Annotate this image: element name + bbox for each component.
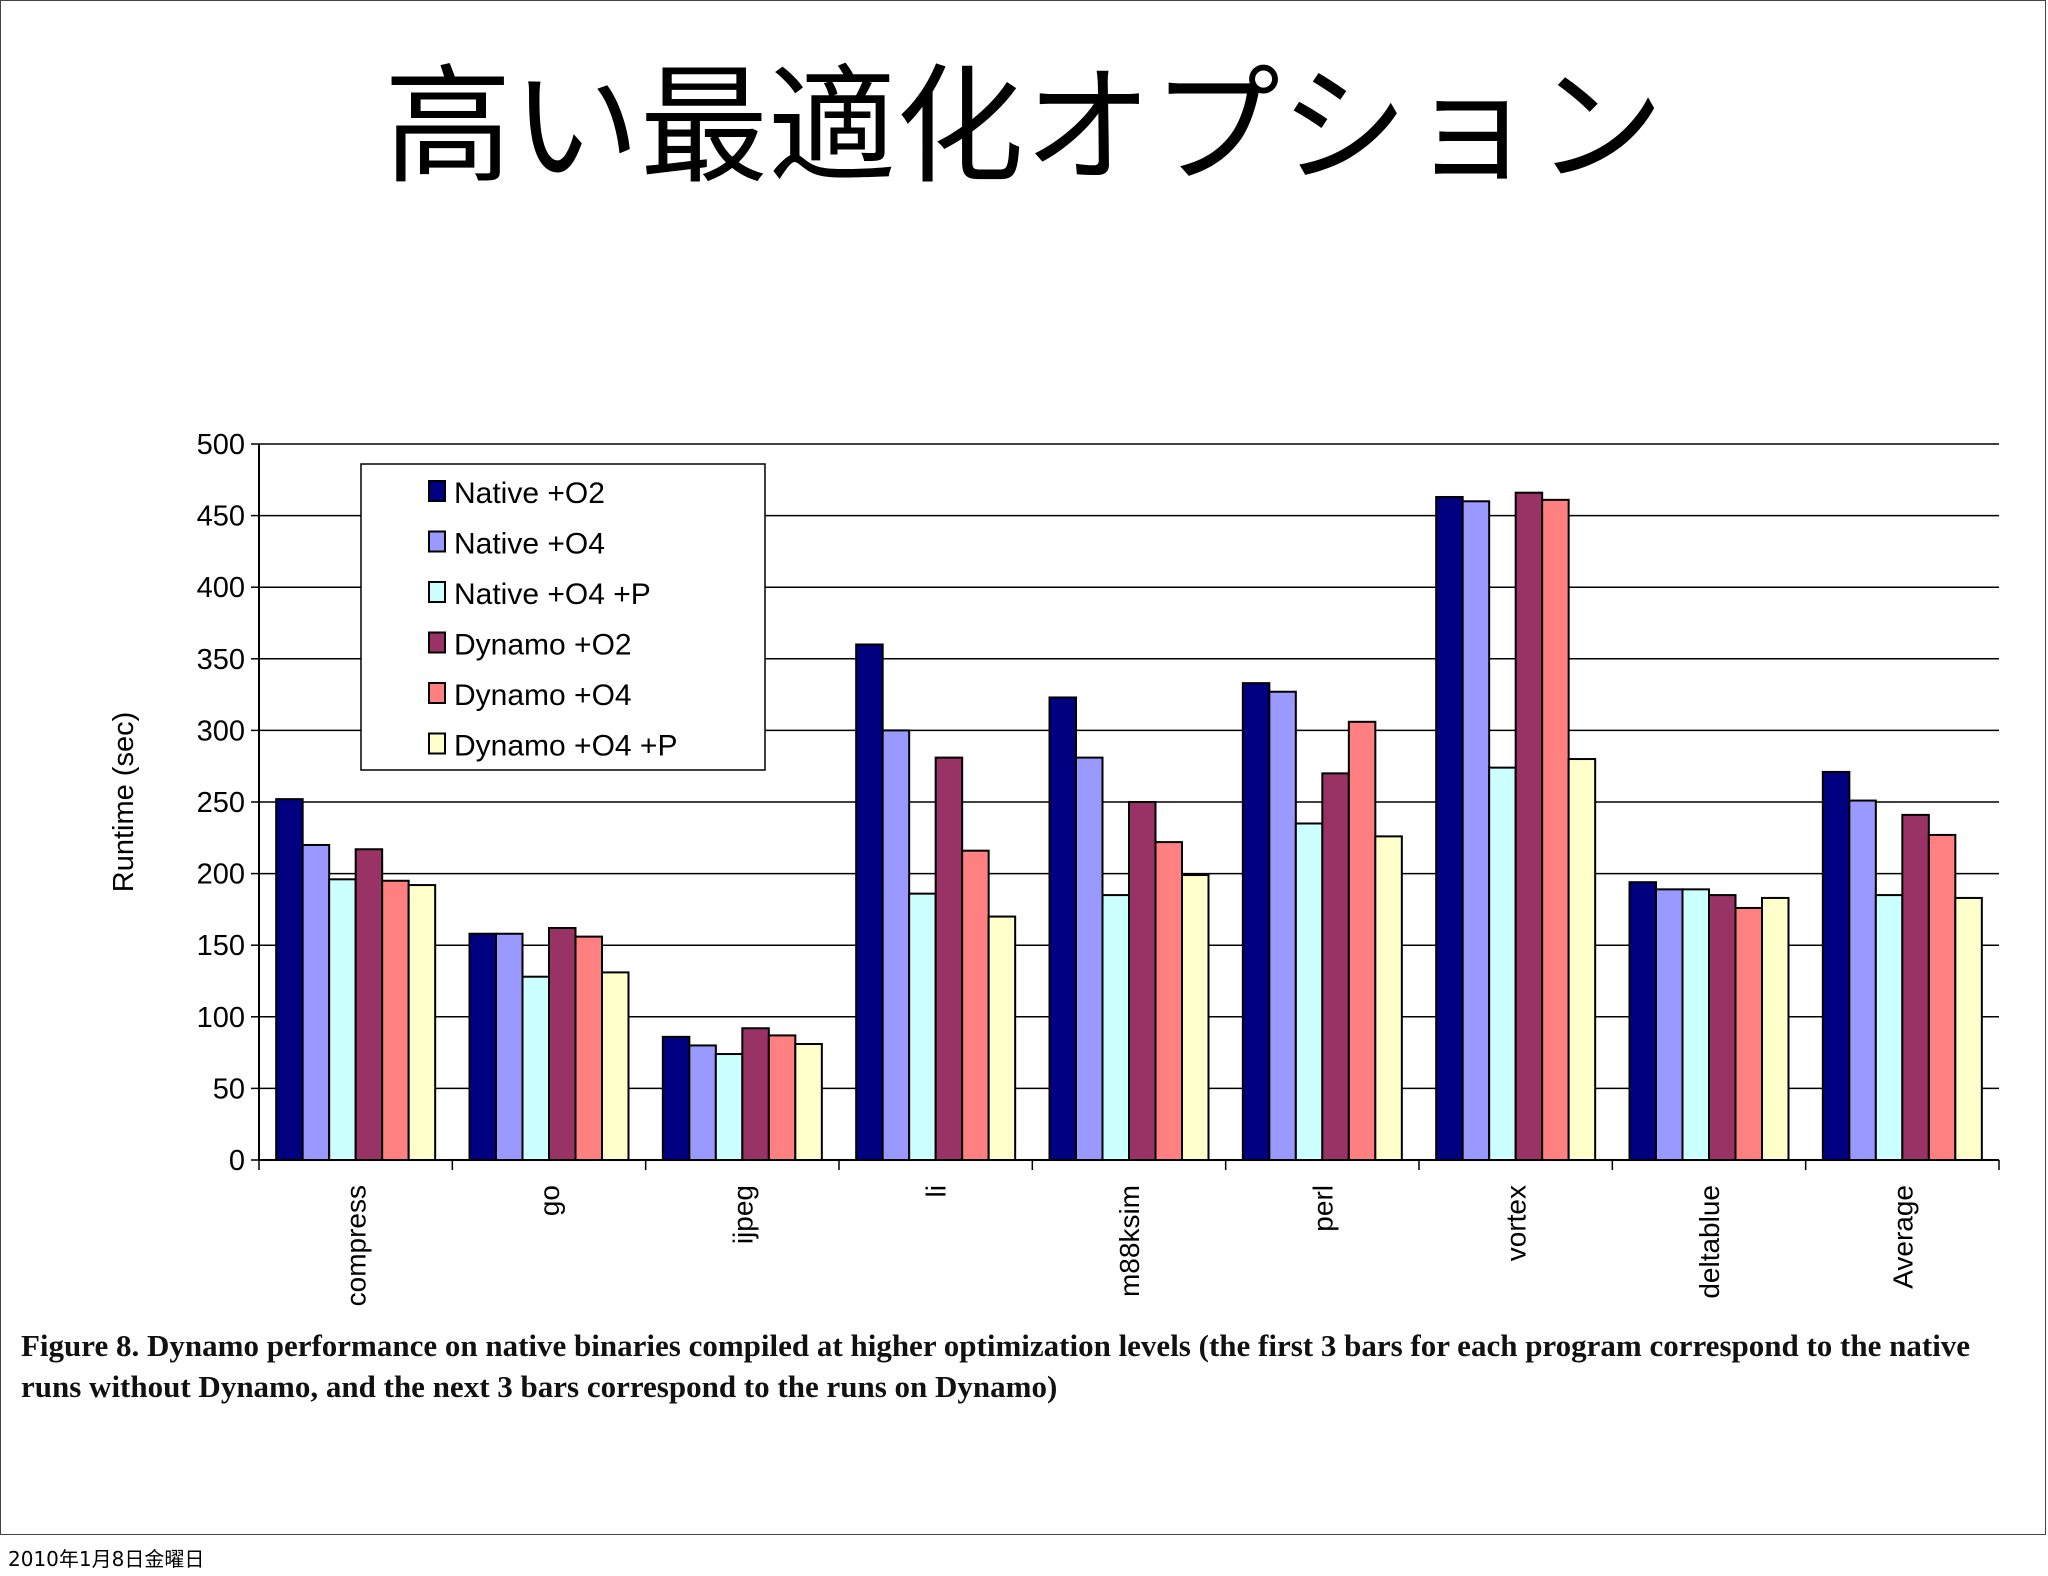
bar-dynamo-o4-p-li xyxy=(987,915,1017,1161)
y-tick-label: 450 xyxy=(197,501,245,533)
bar-native-o4-vortex xyxy=(1461,500,1491,1161)
bar-dynamo-o2-average xyxy=(1901,813,1930,1161)
bar-dynamo-o4-p-m88ksim xyxy=(1181,874,1210,1161)
legend-swatch xyxy=(428,682,446,704)
bar-dynamo-o4-perl xyxy=(1347,720,1377,1161)
legend-swatch xyxy=(428,480,446,502)
bar-native-o4-p-li xyxy=(908,892,937,1161)
bar-native-o4-deltablue xyxy=(1655,888,1684,1161)
bar-native-o4-p-deltablue xyxy=(1681,888,1710,1161)
legend-label: Dynamo +O4 +P xyxy=(454,730,677,763)
bar-dynamo-o2-compress xyxy=(354,848,384,1161)
bar-dynamo-o4-ijpeg xyxy=(767,1034,797,1162)
bar-native-o4-p-go xyxy=(521,975,550,1161)
bar-native-o4-p-vortex xyxy=(1488,766,1517,1161)
bar-dynamo-o4-li xyxy=(961,849,990,1161)
footer-date: 2010年1月8日金曜日 xyxy=(8,1547,205,1571)
x-category-label: deltablue xyxy=(1694,1185,1725,1299)
bar-native-o4-perl xyxy=(1268,690,1297,1161)
legend-box xyxy=(360,463,766,771)
bar-native-o4-p-ijpeg xyxy=(714,1053,744,1161)
y-tick-label: 250 xyxy=(197,787,245,819)
y-tick-label: 400 xyxy=(197,572,245,604)
bar-native-o2-m88ksim xyxy=(1048,696,1077,1161)
runtime-bar-chart: 0 50 100 150 200 250 300 350 400 450 500 Runtime (s… xyxy=(108,429,2000,1306)
bar-native-o4-ijpeg xyxy=(688,1044,717,1161)
legend-swatch xyxy=(428,530,446,553)
bar-dynamo-o2-vortex xyxy=(1514,491,1544,1162)
legend-swatch xyxy=(428,631,446,654)
bar-dynamo-o4-m88ksim xyxy=(1154,841,1183,1161)
bar-dynamo-o4-p-ijpeg xyxy=(794,1043,823,1161)
bar-native-o4-p-compress xyxy=(328,878,357,1161)
legend-swatch xyxy=(428,581,446,603)
bar-native-o2-compress xyxy=(275,798,304,1161)
bar-dynamo-o2-li xyxy=(934,756,964,1161)
bar-dynamo-o2-perl xyxy=(1321,772,1350,1161)
bar-native-o2-perl xyxy=(1241,682,1271,1161)
bar-dynamo-o2-ijpeg xyxy=(741,1027,770,1161)
legend-label: Native +O4 +P xyxy=(454,578,651,611)
slide: 高い最適化オプション 0 50 100 150 200 250 300 350 400 450 50… xyxy=(0,0,2046,1535)
x-category-label: perl xyxy=(1307,1185,1338,1232)
bar-dynamo-o2-deltablue xyxy=(1708,894,1737,1161)
x-category-label: vortex xyxy=(1501,1185,1532,1261)
bar-native-o2-ijpeg xyxy=(661,1035,691,1162)
slide-title: 高い最適化オプション xyxy=(383,53,1664,202)
bar-dynamo-o4-go xyxy=(574,935,603,1161)
bar-dynamo-o4-average xyxy=(1927,833,1957,1161)
bar-native-o2-average xyxy=(1821,770,1851,1161)
bar-native-o2-deltablue xyxy=(1628,881,1657,1161)
bar-native-o4-p-m88ksim xyxy=(1101,894,1130,1161)
bar-native-o4-m88ksim xyxy=(1075,756,1104,1161)
x-category-label: go xyxy=(534,1185,565,1216)
bar-native-o2-vortex xyxy=(1435,495,1464,1161)
bar-native-o2-li xyxy=(855,643,884,1162)
x-category-label: Average xyxy=(1887,1185,1918,1289)
legend-label: Native +O2 xyxy=(454,477,605,510)
y-tick-label: 50 xyxy=(213,1073,245,1105)
bar-dynamo-o4-vortex xyxy=(1541,498,1570,1161)
bar-native-o4-compress xyxy=(301,843,331,1161)
y-tick-label: 0 xyxy=(229,1145,245,1177)
y-tick-label: 200 xyxy=(197,859,245,891)
bar-dynamo-o4-p-average xyxy=(1954,896,1983,1161)
bar-native-o2-go xyxy=(468,932,497,1162)
legend-label: Native +O4 xyxy=(454,528,605,561)
x-category-label: m88ksim xyxy=(1114,1185,1145,1297)
bar-native-o4-go xyxy=(495,932,524,1162)
legend-label: Dynamo +O4 xyxy=(454,679,632,712)
y-tick-label: 100 xyxy=(197,1002,245,1034)
y-tick-label: 500 xyxy=(197,429,245,461)
legend-swatch xyxy=(428,732,446,755)
y-tick-label: 150 xyxy=(197,930,245,962)
bar-dynamo-o4-p-compress xyxy=(407,884,437,1161)
x-category-label: ijpeg xyxy=(727,1185,758,1244)
bar-native-o4-p-average xyxy=(1874,894,1904,1161)
bar-dynamo-o4-deltablue xyxy=(1734,906,1763,1161)
bar-dynamo-o4-p-go xyxy=(601,971,630,1162)
bar-dynamo-o4-p-perl xyxy=(1374,835,1403,1161)
bar-dynamo-o4-p-vortex xyxy=(1567,758,1597,1161)
x-category-label: compress xyxy=(341,1185,372,1306)
legend-label: Dynamo +O2 xyxy=(454,629,632,662)
bar-dynamo-o4-compress xyxy=(381,879,410,1161)
bar-native-o4-average xyxy=(1848,799,1877,1161)
y-tick-label: 300 xyxy=(197,715,245,747)
bar-dynamo-o4-p-deltablue xyxy=(1761,896,1790,1161)
bar-native-o4-p-perl xyxy=(1294,822,1324,1161)
y-tick-label: 350 xyxy=(197,644,245,676)
figure-caption: Figure 8. Dynamo performance on native b… xyxy=(21,1328,1971,1404)
bar-dynamo-o2-m88ksim xyxy=(1128,801,1157,1161)
bar-dynamo-o2-go xyxy=(548,927,577,1161)
x-category-label: li xyxy=(921,1185,952,1197)
bar-native-o4-li xyxy=(881,729,911,1161)
y-axis-label: Runtime (sec) xyxy=(108,712,140,893)
